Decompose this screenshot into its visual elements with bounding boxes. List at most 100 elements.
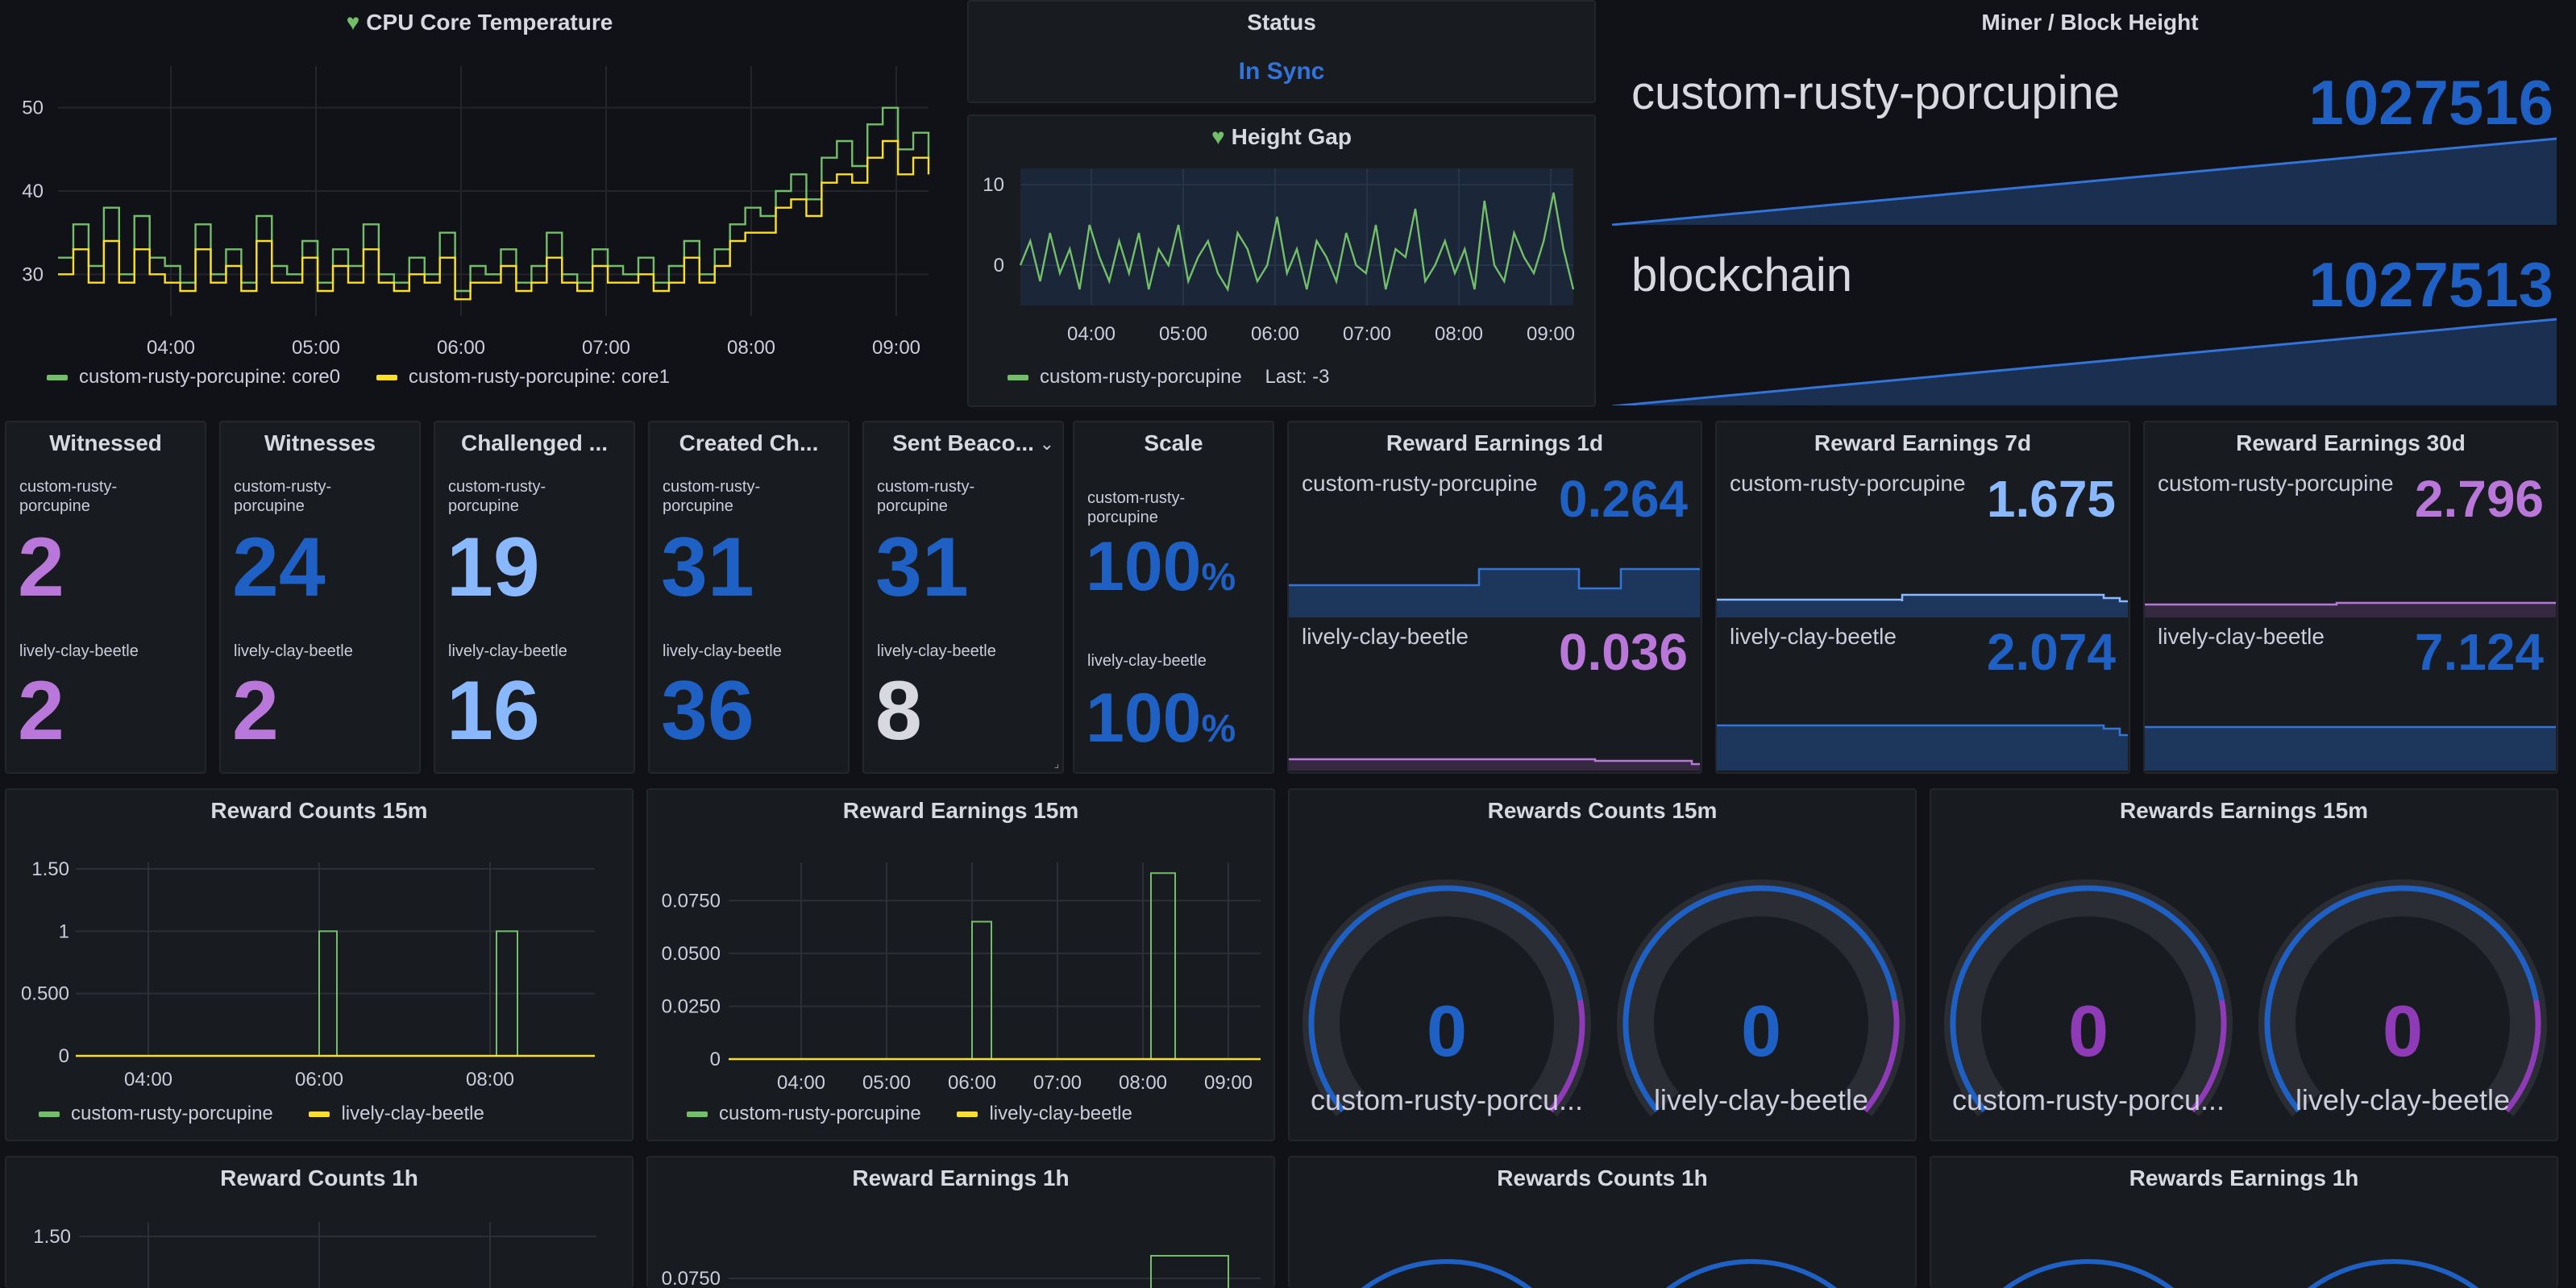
reward-earnings-title[interactable]: Reward Earnings 30d (2236, 430, 2466, 455)
stat-title[interactable]: Created Ch... (679, 430, 819, 455)
reward-earnings-row: lively-clay-beetle 2.074 (1717, 619, 2129, 771)
gauge-value: 0 (2068, 991, 2109, 1072)
reward-earnings-value: 0.264 (1558, 470, 1688, 528)
x-tick-label: 04:00 (147, 337, 195, 359)
x-tick-label: 07:00 (582, 337, 630, 359)
miner-block-title[interactable]: Miner / Block Height (1981, 10, 2199, 35)
legend-item-porcupine[interactable]: custom-rusty-porcupine (39, 1103, 273, 1124)
sparkline-area (1289, 759, 1700, 771)
sparkline-area (1289, 569, 1700, 617)
x-tick-label: 06:00 (295, 1069, 343, 1091)
y-tick-label: 0.500 (21, 983, 69, 1005)
scale-label: lively-clay-beetle (1087, 652, 1207, 670)
y-tick-label: 0 (710, 1049, 721, 1070)
stat-panel: Witnessed custom-rusty-porcupine 2 lively-c… (5, 421, 206, 774)
stat-value: 31 (661, 521, 754, 614)
legend-item-porcupine[interactable]: custom-rusty-porcupine (1008, 366, 1242, 388)
miner-block-panel: Miner / Block Height custom-rusty-porcup… (1604, 0, 2576, 407)
reward-earnings-title[interactable]: Reward Earnings 1d (1386, 430, 1604, 455)
reward-earnings-1h-chart[interactable]: 0.0750 (648, 1157, 1275, 1288)
block-sparkline (1611, 137, 2557, 226)
heart-icon: ♥ (346, 10, 360, 35)
reward-earnings-15m-panel: Reward Earnings 15m 0 0.0250 0.0500 0.0750 0… (646, 788, 1275, 1141)
reward-earnings-row: lively-clay-beetle 7.124 (2145, 619, 2557, 771)
rewards-counts-1h-gauges (1361, 1259, 1838, 1288)
reward-earnings-label: custom-rusty-porcupine (1730, 471, 1966, 496)
scale-title[interactable]: Scale (1144, 430, 1203, 455)
reward-counts-15m-chart[interactable]: 0 0.500 1 1.50 04:00 06:00 08:00 (6, 790, 634, 1096)
x-tick-label: 06:00 (437, 337, 485, 359)
reward-counts-15m-title[interactable]: Reward Counts 15m (210, 798, 428, 823)
scale-value: 100% (1086, 679, 1236, 757)
reward-earnings-1h-title[interactable]: Reward Earnings 1h (852, 1165, 1070, 1190)
legend-last-value: Last: -3 (1265, 366, 1330, 388)
stat-label: lively-clay-beetle (19, 642, 139, 660)
legend-item-core0[interactable]: custom-rusty-porcupine: core0 (47, 366, 340, 388)
stat-title[interactable]: Challenged ... (460, 430, 609, 455)
x-tick-label: 04:00 (124, 1069, 172, 1091)
legend-item-beetle[interactable]: lively-clay-beetle (957, 1103, 1132, 1124)
gauge-label: lively-clay-beetle (1653, 1083, 1869, 1116)
rewards-counts-1h-title[interactable]: Rewards Counts 1h (1497, 1165, 1708, 1190)
reward-earnings-value: 2.796 (2414, 470, 2544, 528)
gauge-label: custom-rusty-porcu... (1951, 1083, 2225, 1116)
chevron-down-icon[interactable]: ⌄ (1039, 434, 1054, 454)
stat-panel: Created Ch... custom-rusty-porcupine 31 liv… (648, 421, 850, 774)
reward-earnings-panel: Reward Earnings 30d custom-rusty-porcupin… (2143, 421, 2558, 774)
resize-handle-icon[interactable]: ⌟ (1053, 757, 1059, 770)
reward-earnings-panel: Reward Earnings 7d custom-rusty-porcupine… (1715, 421, 2130, 774)
gauge-track (1944, 879, 2233, 1117)
cpu-temp-chart[interactable]: 30 40 50 04:00 05:00 06:00 07:00 08:00 09:00 (2, 42, 959, 397)
sparkline-line (1289, 567, 1700, 590)
legend-item-porcupine[interactable]: custom-rusty-porcupine (687, 1103, 921, 1124)
height-gap-title[interactable]: ♥ Height Gap (1211, 124, 1352, 149)
stat-label: lively-clay-beetle (663, 642, 782, 660)
y-tick-label: 1.50 (31, 858, 69, 880)
rewards-earnings-15m-title[interactable]: Rewards Earnings 15m (2119, 798, 2369, 823)
stat-value: 36 (661, 664, 754, 758)
gauge-label: lively-clay-beetle (2295, 1083, 2511, 1116)
earnings-sparkline (2145, 725, 2556, 771)
reward-counts-1h-title[interactable]: Reward Counts 1h (220, 1165, 418, 1190)
cpu-temp-title[interactable]: ♥ CPU Core Temperature (346, 10, 613, 35)
y-tick-label: 0 (59, 1045, 69, 1067)
reward-earnings-value: 1.675 (1986, 470, 2116, 528)
stat-panel: Sent Beaco... ⌄ custom-rusty-porcupine 31 li… (862, 421, 1064, 774)
sparkline-line (1717, 724, 2128, 737)
gauge-value: 0 (2383, 991, 2423, 1072)
x-tick-label: 09:00 (1527, 323, 1575, 345)
rewards-earnings-1h-title[interactable]: Rewards Earnings 1h (2129, 1165, 2359, 1190)
status-title[interactable]: Status (1247, 10, 1316, 35)
reward-earnings-15m-title[interactable]: Reward Earnings 15m (842, 798, 1079, 823)
stat-title[interactable]: Sent Beaco... (892, 430, 1034, 455)
stat-title[interactable]: Witnessed (49, 430, 162, 455)
stat-label: custom-rusty-porcupine (234, 478, 332, 515)
stat-title[interactable]: Witnesses (264, 430, 376, 455)
stat-value: 24 (232, 521, 326, 614)
reward-earnings-15m-chart[interactable]: 0 0.0250 0.0500 0.0750 04:00 05:00 06:00 07:00 0… (648, 790, 1275, 1096)
status-value: In Sync (1238, 58, 1325, 85)
height-gap-chart[interactable]: 0 10 04:00 05:00 06:00 07:00 08:00 09:00 (969, 160, 1596, 407)
x-tick-label: 08:00 (1435, 323, 1483, 345)
block-row-value: 1027516 (2308, 67, 2553, 138)
stat-value: 16 (447, 664, 540, 758)
gauge-track (1303, 879, 1591, 1117)
legend-item-beetle[interactable]: lively-clay-beetle (309, 1103, 484, 1124)
stat-label: custom-rusty-porcupine (663, 478, 761, 515)
block-row-miner: custom-rusty-porcupine 1027516 (1606, 50, 2574, 226)
reward-counts-1h-chart[interactable]: 1.50 (6, 1157, 634, 1288)
reward-earnings-title[interactable]: Reward Earnings 7d (1814, 430, 2032, 455)
reward-earnings-value: 0.036 (1558, 623, 1688, 681)
rewards-counts-15m-title[interactable]: Rewards Counts 15m (1487, 798, 1718, 823)
status-panel: Status In Sync (967, 0, 1596, 103)
x-tick-label: 07:00 (1033, 1072, 1082, 1094)
reward-earnings-15m-legend: custom-rusty-porcupine lively-clay-beetl… (687, 1103, 1163, 1125)
legend-item-core1[interactable]: custom-rusty-porcupine: core1 (376, 366, 670, 388)
gauge-value: 0 (1741, 991, 1781, 1072)
gauge-threshold-arc (1863, 999, 1900, 1113)
x-tick-label: 04:00 (1067, 323, 1116, 345)
reward-earnings-label: custom-rusty-porcupine (1302, 471, 1538, 496)
y-tick-label: 10 (983, 174, 1004, 196)
cpu-temp-legend: custom-rusty-porcupine: core0 custom-rus… (47, 366, 700, 388)
